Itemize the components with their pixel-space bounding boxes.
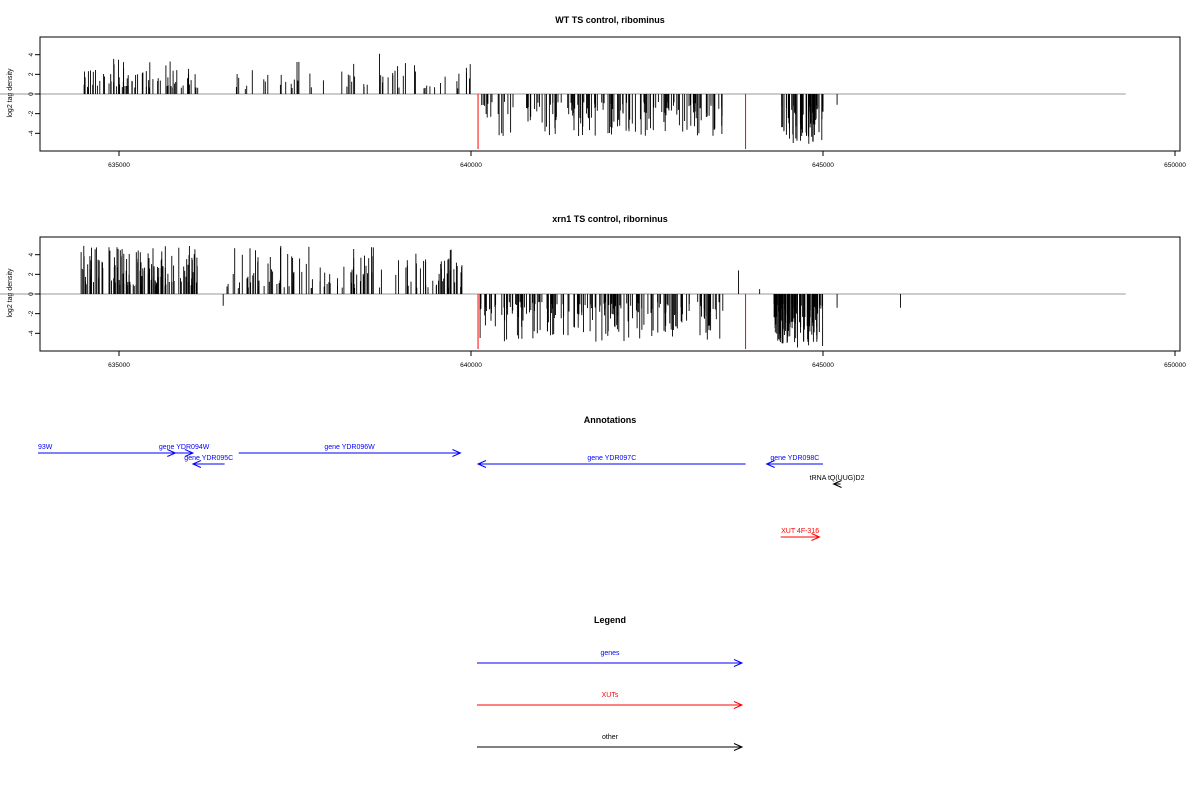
- y-tick-label: 4: [28, 53, 35, 57]
- y-tick-label: -4: [28, 330, 35, 336]
- y-tick-label: -2: [28, 310, 35, 316]
- legend-label: other: [602, 734, 619, 741]
- legend-label: XUTs: [602, 692, 619, 699]
- x-tick-label: 635000: [108, 162, 130, 169]
- legend-arrow: [477, 743, 744, 751]
- annotation-label: gene YDR098C: [770, 455, 819, 462]
- x-tick-label: 650000: [1164, 162, 1186, 169]
- annotation-label: gene YDR096W: [324, 444, 375, 451]
- annotations-title: Annotations: [584, 415, 637, 425]
- panel-title: xrn1 TS control, riborninus: [552, 214, 668, 224]
- legend-arrow: [477, 659, 744, 667]
- x-tick-label: 645000: [812, 162, 834, 169]
- annotation-label: XUT 4F-316: [781, 528, 819, 535]
- annotation-label: tRNA tQ(UUG)D2: [810, 475, 865, 482]
- bars-group: [0, 245, 1126, 350]
- y-axis-label: log2 tag density: [7, 268, 14, 318]
- legend-title: Legend: [594, 615, 626, 625]
- legend-items: genes XUTs other: [477, 650, 744, 751]
- x-tick-label: 640000: [460, 162, 482, 169]
- x-tick-label: 635000: [108, 362, 130, 369]
- annotation-label: gene YDR094W: [159, 444, 210, 451]
- legend-label: genes: [600, 650, 620, 657]
- x-tick-label: 645000: [812, 362, 834, 369]
- y-tick-label: -4: [28, 130, 35, 136]
- x-tick-label: 650000: [1164, 362, 1186, 369]
- x-tick-label: 640000: [460, 362, 482, 369]
- y-tick-label: 2: [28, 72, 35, 76]
- annotation-arrow: [175, 449, 195, 457]
- annotation-arrow: [476, 460, 746, 468]
- y-axis-label: log2 tag density: [7, 68, 14, 118]
- legend-panel: Legend genes XUTs other: [477, 615, 744, 751]
- y-tick-label: 0: [28, 92, 35, 96]
- annotation-arrow: [765, 460, 823, 468]
- y-axis-ticks: -4 -2 0 2 4: [28, 53, 40, 136]
- annotation-arrow: [832, 480, 842, 488]
- annotation-items: 93W gene YDR094W gene YDR095C gene YDR096W g…: [38, 444, 865, 541]
- annotation-arrow: [780, 533, 821, 541]
- y-tick-label: -2: [28, 110, 35, 116]
- panel-wt-ts-control: WT TS control, ribominus log2 tag densit…: [0, 15, 1186, 169]
- y-tick-label: 2: [28, 272, 35, 276]
- annotation-label: gene YDR097C: [587, 455, 636, 462]
- y-tick-label: 0: [28, 292, 35, 296]
- annotation-label: gene YDR095C: [184, 455, 233, 462]
- annotation-arrow: [38, 449, 177, 457]
- annotation-arrow: [191, 460, 225, 468]
- annotation-label: 93W: [38, 444, 53, 451]
- annotations-panel: Annotations 93W gene YDR094W gene YDR095C g…: [38, 415, 865, 541]
- panel-xrn1-ts-control: xrn1 TS control, riborninus log2 tag den…: [0, 214, 1186, 369]
- annotation-arrow: [238, 449, 462, 457]
- y-tick-label: 4: [28, 253, 35, 257]
- y-axis-ticks: -4 -2 0 2 4: [28, 253, 40, 336]
- bars-group: [0, 53, 1126, 150]
- legend-arrow: [477, 701, 744, 709]
- panel-title: WT TS control, ribominus: [555, 15, 665, 25]
- x-axis-ticks: 635000 640000 645000 650000: [108, 151, 1186, 169]
- x-axis-ticks: 635000 640000 645000 650000: [108, 351, 1186, 369]
